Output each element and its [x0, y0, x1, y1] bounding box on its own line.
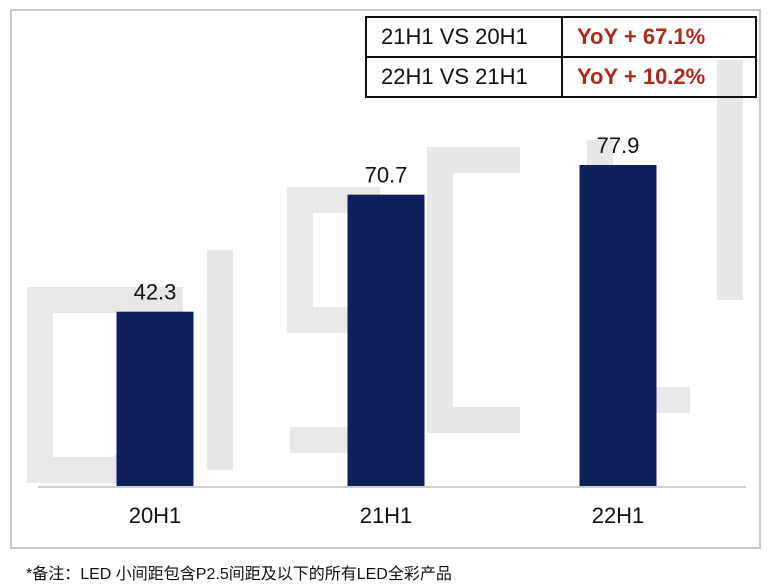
bar	[116, 311, 194, 486]
data-label: 70.7	[365, 163, 408, 188]
data-label: 42.3	[134, 280, 177, 305]
footnote: *备注：LED 小间距包含P2.5间距及以下的所有LED全彩产品	[26, 566, 452, 583]
yoy-value: YoY + 10.2%	[561, 56, 757, 98]
yoy-label: 22H1 VS 21H1	[365, 56, 563, 98]
x-tick-label: 20H1	[129, 503, 182, 528]
yoy-row: 21H1 VS 20H1 YoY + 67.1%	[365, 16, 757, 58]
x-tick-label: 22H1	[592, 503, 645, 528]
yoy-label: 21H1 VS 20H1	[365, 16, 563, 58]
bar	[347, 194, 425, 486]
chart-frame	[10, 9, 761, 549]
yoy-row: 22H1 VS 21H1 YoY + 10.2%	[365, 56, 757, 98]
data-label: 77.9	[597, 133, 640, 158]
bar	[579, 165, 657, 486]
yoy-value: YoY + 67.1%	[561, 16, 757, 58]
x-tick-label: 21H1	[360, 503, 413, 528]
yoy-table: 21H1 VS 20H1 YoY + 67.1% 22H1 VS 21H1 Yo…	[365, 16, 757, 98]
